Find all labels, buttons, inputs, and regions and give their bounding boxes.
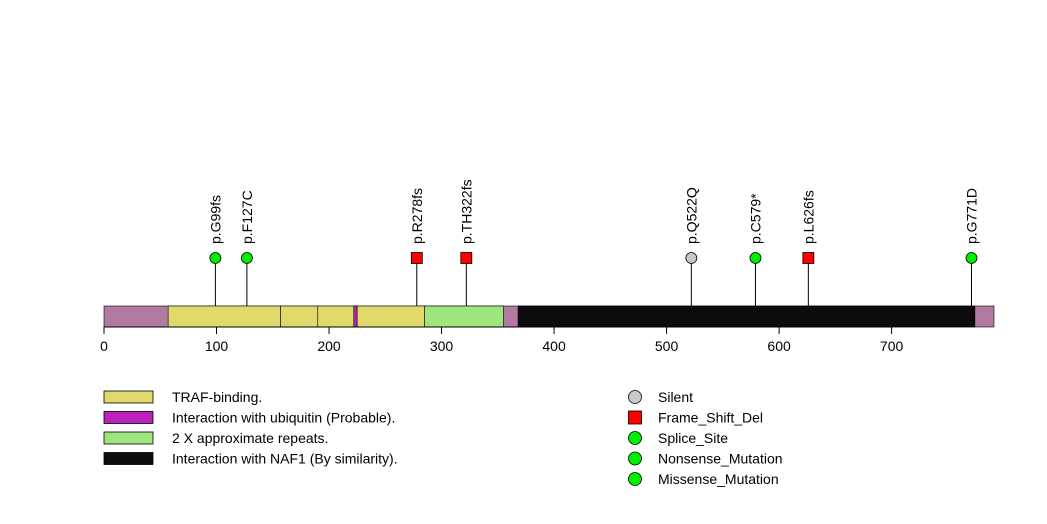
domain-legend-swatch-0 xyxy=(103,390,154,404)
mutation-legend-symbol-4 xyxy=(628,472,642,486)
mutation-legend-symbol-2 xyxy=(628,431,642,445)
mutation-label-4: p.Q522Q xyxy=(683,187,699,244)
x-tick-label-1: 100 xyxy=(205,338,229,354)
mutation-legend-label-1: Frame_Shift_Del xyxy=(658,410,763,426)
domain-legend-label-3: Interaction with NAF1 (By similarity). xyxy=(172,451,398,467)
mutation-label-1: p.F127C xyxy=(239,190,255,244)
domain-legend-label-1: Interaction with ubiquitin (Probable). xyxy=(172,410,395,426)
mutation-marker-2 xyxy=(410,252,423,264)
mutation-labels: p.G99fs p.F127C p.R278fs p.TH322fs p.Q522Q p.… xyxy=(207,179,979,244)
mutation-legend-label-4: Missense_Mutation xyxy=(658,471,779,487)
mutation-legend-label-2: Splice_Site xyxy=(658,430,728,446)
protein-backbone-group xyxy=(103,305,995,328)
x-tick-label-2: 200 xyxy=(317,338,341,354)
domain-0 xyxy=(167,305,281,328)
domain-4 xyxy=(356,305,425,328)
domain-legend-swatch-3 xyxy=(103,452,154,465)
x-tick-label-6: 600 xyxy=(767,338,791,354)
mutation-marker-5 xyxy=(749,252,762,264)
mutation-label-3: p.TH322fs xyxy=(458,179,474,244)
mutation-marker-1 xyxy=(240,252,253,264)
domain-6 xyxy=(517,305,976,328)
domain-legend-swatch-2 xyxy=(103,431,154,445)
x-tick-label-5: 500 xyxy=(655,338,679,354)
mutation-label-5: p.C579* xyxy=(747,193,763,244)
mutation-legend-symbol-0 xyxy=(628,390,642,404)
domain-3 xyxy=(353,305,358,328)
x-tick-label-7: 700 xyxy=(880,338,904,354)
mutation-label-2: p.R278fs xyxy=(409,188,425,244)
mutation-legend-symbol-3 xyxy=(628,451,642,466)
x-tick-label-4: 400 xyxy=(542,338,566,354)
domain-legend: TRAF-binding. Interaction with ubiquitin … xyxy=(103,389,398,467)
mutation-markers xyxy=(209,252,978,264)
mutation-legend-label-0: Silent xyxy=(658,389,693,405)
x-tick-label-3: 300 xyxy=(430,338,454,354)
x-tick-label-0: 0 xyxy=(100,338,108,354)
domain-1 xyxy=(280,305,319,328)
domain-2 xyxy=(317,305,355,328)
mutation-label-7: p.G771D xyxy=(963,188,979,244)
mutation-marker-7 xyxy=(965,252,978,264)
domain-legend-swatch-1 xyxy=(103,411,154,424)
domain-5 xyxy=(424,305,504,328)
mutation-marker-3 xyxy=(460,252,473,264)
domain-legend-label-2: 2 X approximate repeats. xyxy=(172,430,328,446)
x-axis: 0 100 200 300 400 500 600 700 xyxy=(100,326,904,354)
mutation-legend-label-3: Nonsense_Mutation xyxy=(658,451,783,467)
mutation-marker-4 xyxy=(685,252,698,264)
domain-legend-label-0: TRAF-binding. xyxy=(172,389,262,405)
mutation-legend: Silent Frame_Shift_Del Splice_Site Nonsense… xyxy=(628,389,783,487)
mutation-marker-0 xyxy=(209,252,222,264)
mutation-stems xyxy=(214,258,972,327)
mutation-legend-symbol-1 xyxy=(628,410,642,425)
mutation-marker-6 xyxy=(802,252,815,264)
mutation-label-0: p.G99fs xyxy=(207,195,223,244)
mutation-label-6: p.L626fs xyxy=(800,190,816,244)
